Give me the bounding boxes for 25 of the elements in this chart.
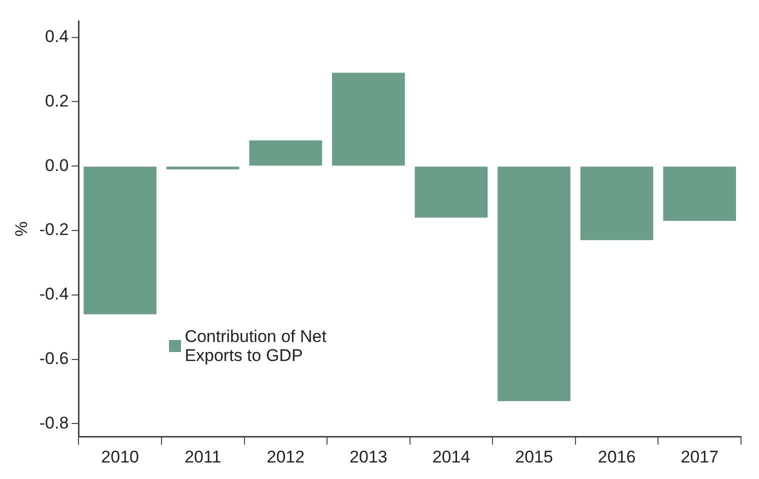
legend-label: Contribution of Net Exports to GDP: [184, 326, 328, 365]
x-tick-label: 2012: [266, 447, 305, 466]
x-tick-label: 2015: [515, 447, 553, 466]
x-tick-label: 2017: [680, 447, 719, 466]
y-axis-title: %: [12, 221, 31, 236]
bar: [166, 166, 240, 170]
bar: [249, 140, 322, 166]
x-tick-label: 2010: [101, 447, 139, 466]
y-tick-label: 0.2: [45, 91, 69, 110]
bar: [498, 166, 570, 402]
bar: [84, 166, 157, 314]
y-tick-label: 0.4: [45, 26, 69, 46]
y-tick-label: -0.6: [39, 349, 69, 368]
y-tick-label: -0.8: [39, 413, 69, 432]
y-tick-label: 0.0: [45, 156, 69, 175]
bar: [663, 166, 736, 221]
x-tick-label: 2013: [350, 447, 388, 466]
x-tick-label: 2016: [598, 447, 636, 466]
bar: [332, 72, 405, 166]
bar: [580, 166, 654, 240]
y-tick-label: -0.4: [39, 284, 69, 304]
y-tick-label: -0.2: [39, 220, 69, 240]
x-tick-label: 2011: [184, 447, 222, 466]
bar: [414, 166, 488, 218]
x-tick-label: 2014: [432, 447, 470, 466]
